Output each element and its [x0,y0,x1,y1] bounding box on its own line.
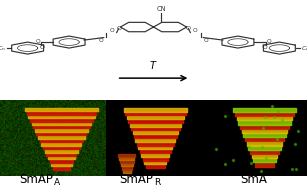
Point [231,158,236,161]
Text: R: R [154,178,160,187]
Point [222,163,227,166]
Point [261,127,266,130]
Text: O: O [262,45,267,50]
Text: O: O [192,28,197,33]
Point [279,119,284,122]
Text: O: O [266,39,271,44]
Text: O: O [203,38,208,43]
Point [296,130,301,133]
Point [264,157,269,160]
Point [263,116,268,119]
Text: SmA: SmA [241,173,267,186]
Text: SmAP: SmAP [120,173,154,186]
Text: O: O [99,38,104,43]
Text: $H_{2n+1}C_n$: $H_{2n+1}C_n$ [0,44,6,53]
Text: CN: CN [157,6,166,12]
Text: SmAP: SmAP [19,173,53,186]
Point [275,138,280,141]
Text: O: O [185,26,190,31]
Point [223,114,227,117]
Point [293,143,297,146]
Text: O: O [110,28,115,33]
Point [276,109,281,112]
Text: O: O [117,26,122,31]
Text: O: O [40,45,45,50]
Point [290,168,294,171]
Text: O: O [36,39,41,44]
Point [214,148,219,151]
Text: A: A [53,178,60,187]
Point [271,116,276,119]
Point [248,161,253,164]
Point [259,146,264,149]
Text: $T$: $T$ [149,59,158,71]
Point [269,105,274,108]
Point [246,146,251,149]
Point [294,167,299,170]
Text: $C_nH_{2n+1}$: $C_nH_{2n+1}$ [301,44,307,53]
Point [258,169,263,172]
